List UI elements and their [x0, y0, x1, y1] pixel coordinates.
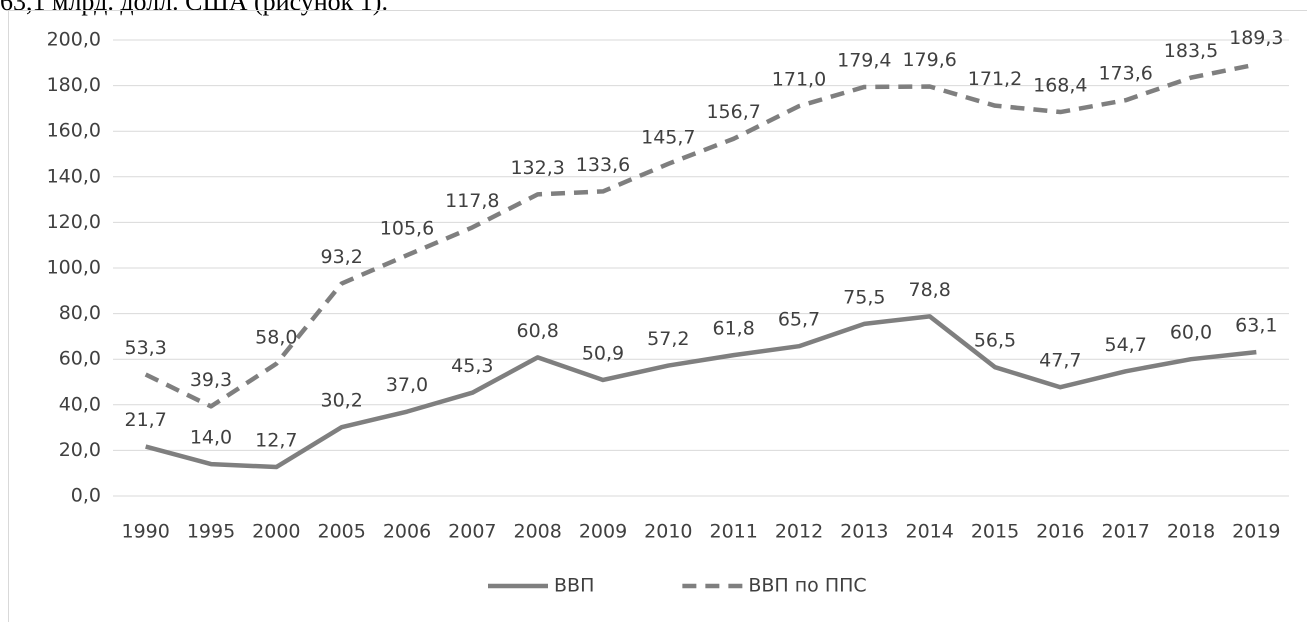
data-label: 183,5	[1164, 40, 1218, 62]
data-label: 189,3	[1229, 27, 1283, 49]
x-tick-label: 2018	[1167, 521, 1215, 543]
y-tick-label: 0,0	[71, 485, 101, 507]
data-label: 56,5	[974, 330, 1016, 352]
data-label: 179,4	[837, 49, 891, 71]
data-label: 156,7	[706, 101, 760, 123]
legend-label: ВВП по ППС	[748, 575, 866, 597]
data-label: 50,9	[582, 342, 624, 364]
series-line	[144, 62, 1257, 409]
data-label: 58,0	[255, 326, 297, 348]
data-label: 105,6	[380, 218, 434, 240]
y-tick-label: 40,0	[59, 393, 101, 415]
data-label: 65,7	[778, 309, 820, 331]
x-tick-label: 1990	[121, 521, 169, 543]
y-tick-label: 80,0	[59, 302, 101, 324]
data-label: 63,1	[1235, 315, 1277, 337]
data-label: 30,2	[321, 390, 363, 412]
data-label: 45,3	[451, 355, 493, 377]
data-label: 78,8	[909, 279, 951, 301]
x-tick-label: 2008	[513, 521, 561, 543]
y-tick-label: 160,0	[47, 120, 101, 142]
caption: 63,1 млрд. долл. США (рисунок 1).	[0, 0, 388, 16]
x-tick-label: 2009	[579, 521, 627, 543]
data-label: 12,7	[255, 430, 297, 452]
data-label: 61,8	[713, 318, 755, 340]
y-tick-label: 120,0	[47, 211, 101, 233]
chart-border	[8, 10, 1307, 622]
data-label: 171,2	[968, 68, 1022, 90]
x-tick-label: 2005	[317, 521, 365, 543]
data-label: 39,3	[190, 369, 232, 391]
data-label: 145,7	[641, 126, 695, 148]
legend-label: ВВП	[554, 575, 594, 597]
x-tick-label: 2019	[1232, 521, 1280, 543]
x-tick-label: 2011	[709, 521, 757, 543]
data-label: 57,2	[647, 328, 689, 350]
x-tick-label: 2006	[383, 521, 431, 543]
data-label: 21,7	[125, 409, 167, 431]
y-tick-label: 140,0	[47, 165, 101, 187]
data-label: 60,0	[1170, 322, 1212, 344]
y-tick-label: 100,0	[47, 257, 101, 279]
y-tick-label: 180,0	[47, 74, 101, 96]
data-label: 173,6	[1098, 63, 1152, 85]
y-tick-label: 20,0	[59, 439, 101, 461]
x-tick-label: 2010	[644, 521, 692, 543]
y-tick-label: 60,0	[59, 348, 101, 370]
x-tick-label: 2014	[905, 521, 953, 543]
x-tick-label: 2012	[775, 521, 823, 543]
data-label: 54,7	[1105, 334, 1147, 356]
x-tick-label: 2017	[1101, 521, 1149, 543]
data-label: 117,8	[445, 190, 499, 212]
data-label: 133,6	[576, 154, 630, 176]
data-label: 37,0	[386, 374, 428, 396]
x-tick-label: 2013	[840, 521, 888, 543]
data-label: 132,3	[510, 157, 564, 179]
x-tick-label: 2015	[971, 521, 1019, 543]
x-tick-label: 2000	[252, 521, 300, 543]
x-tick-label: 1995	[187, 521, 235, 543]
data-label: 14,0	[190, 427, 232, 449]
data-label: 93,2	[321, 246, 363, 268]
y-tick-label: 200,0	[47, 29, 101, 51]
data-label: 75,5	[843, 286, 885, 308]
data-label: 47,7	[1039, 350, 1081, 372]
data-label: 179,6	[902, 49, 956, 71]
data-label: 168,4	[1033, 75, 1087, 97]
series-line	[145, 314, 1257, 470]
x-tick-label: 2007	[448, 521, 496, 543]
data-label: 53,3	[125, 337, 167, 359]
data-label: 171,0	[772, 69, 826, 91]
x-tick-label: 2016	[1036, 521, 1084, 543]
data-label: 60,8	[517, 320, 559, 342]
